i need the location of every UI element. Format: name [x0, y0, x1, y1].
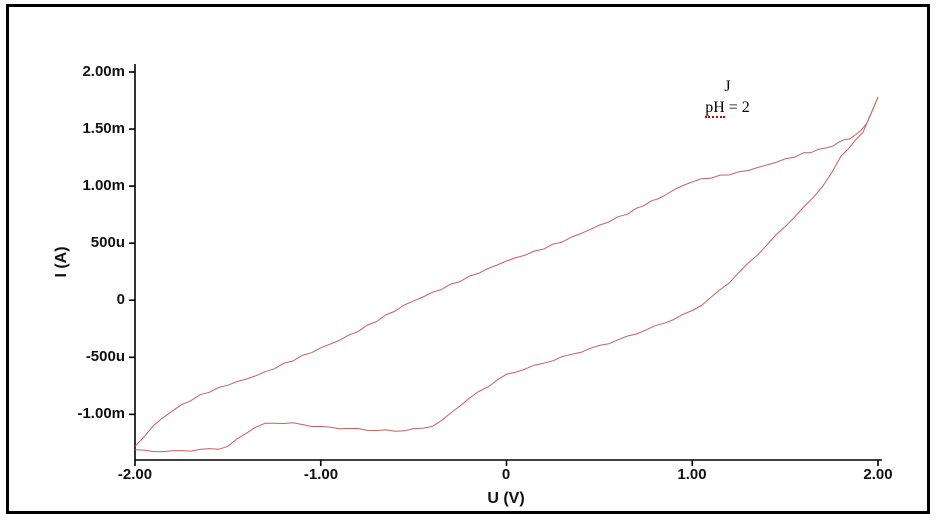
annotation-ph-line: pH = 2 [640, 97, 815, 118]
annotation-ph-value: = 2 [724, 99, 750, 116]
annotation-ph-word: pH [705, 99, 725, 118]
x-tick-label-n2: -2.00 [117, 466, 153, 483]
plot-annotation: J pH = 2 [640, 76, 815, 118]
x-tick-label-2: 2.00 [863, 466, 893, 483]
y-tick-label-1m: 1.00m [82, 177, 125, 194]
y-tick-label-1p5m: 1.50m [82, 120, 125, 137]
y-tick-label-0: 0 [116, 291, 125, 308]
y-tick-label-n1m: -1.00m [77, 405, 125, 422]
x-tick-label-1: 1.00 [677, 466, 707, 483]
figure-border [6, 4, 930, 514]
x-axis-title: U (V) [487, 490, 525, 507]
x-tick-label-n1: -1.00 [303, 466, 339, 483]
y-axis-title: I (A) [53, 246, 70, 278]
y-tick-label-500u: 500u [90, 234, 125, 251]
x-tick-label-0: 0 [501, 466, 511, 483]
y-tick-label-2m: 2.00m [82, 63, 125, 80]
y-tick-label-n500u: -500u [85, 348, 125, 365]
annotation-series-label: J [724, 78, 731, 95]
